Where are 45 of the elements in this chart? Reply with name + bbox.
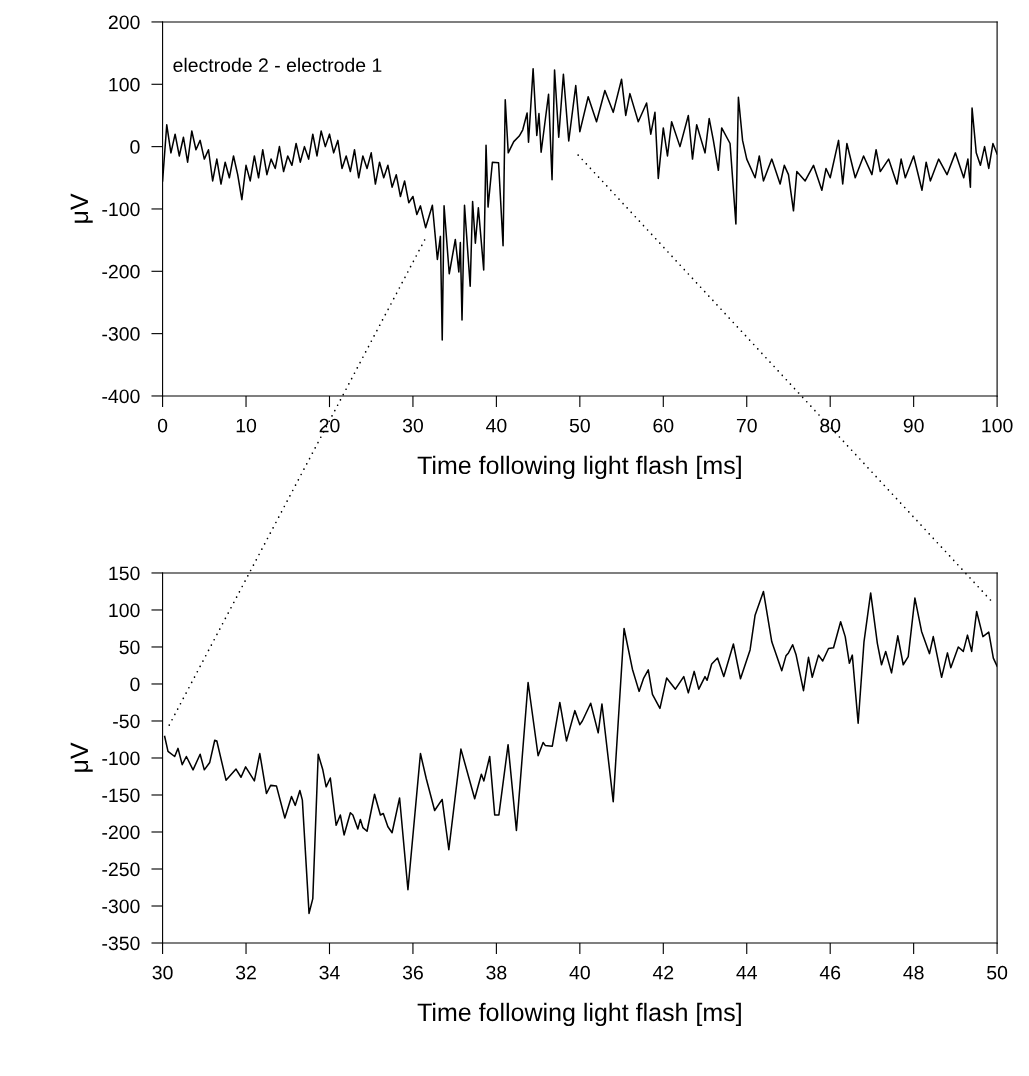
annotation: electrode 2 - electrode 1 [173, 57, 382, 73]
y-tick-label: -400 [102, 389, 140, 404]
y-axis-title: μV [70, 742, 93, 772]
y-tick-label: -150 [102, 788, 140, 803]
x-tick-label: 30 [152, 965, 173, 980]
x-tick-label: 10 [236, 418, 257, 433]
x-tick-label: 48 [903, 965, 924, 980]
x-tick-label: 80 [820, 418, 841, 433]
y-tick-label: 0 [130, 677, 140, 692]
y-tick-label: -100 [102, 202, 140, 217]
x-tick-label: 0 [157, 418, 168, 433]
y-tick-label: 200 [108, 15, 140, 30]
y-tick-label: -50 [113, 714, 140, 729]
y-tick-label: -200 [102, 264, 140, 279]
y-tick-label: 100 [109, 603, 140, 618]
x-tick-label: 32 [235, 965, 256, 980]
x-tick-label: 46 [819, 965, 841, 980]
y-tick-label: -250 [102, 862, 140, 877]
x-tick-label: 38 [486, 965, 507, 980]
y-tick-label: -300 [102, 327, 140, 341]
x-axis-title: Time following light flash [ms] [417, 455, 741, 480]
x-tick-label: 90 [903, 418, 924, 433]
y-tick-label: -200 [102, 825, 140, 840]
y-tick-label: -350 [102, 936, 140, 951]
x-tick-label: 70 [736, 418, 757, 433]
x-tick-label: 34 [319, 965, 340, 980]
y-tick-label: 150 [109, 566, 140, 581]
x-tick-label: 42 [652, 965, 674, 980]
y-axis-title: μV [70, 193, 93, 223]
x-tick-label: 100 [982, 418, 1013, 433]
x-tick-label: 44 [736, 965, 757, 980]
x-tick-label: 50 [987, 965, 1008, 980]
y-tick-label: 0 [130, 140, 140, 154]
x-tick-label: 20 [319, 418, 340, 433]
y-tick-label: -100 [102, 751, 140, 766]
x-tick-label: 60 [653, 418, 674, 433]
y-tick-label: -300 [102, 899, 140, 914]
x-tick-label: 40 [569, 965, 590, 980]
x-tick-label: 40 [486, 418, 507, 433]
x-tick-label: 36 [402, 965, 423, 980]
x-axis-title: Time following light flash [ms] [417, 1002, 741, 1027]
y-tick-label: 100 [109, 77, 140, 92]
x-tick-label: 50 [569, 418, 590, 433]
y-tick-label: 50 [119, 640, 140, 655]
x-tick-label: 30 [402, 418, 423, 433]
